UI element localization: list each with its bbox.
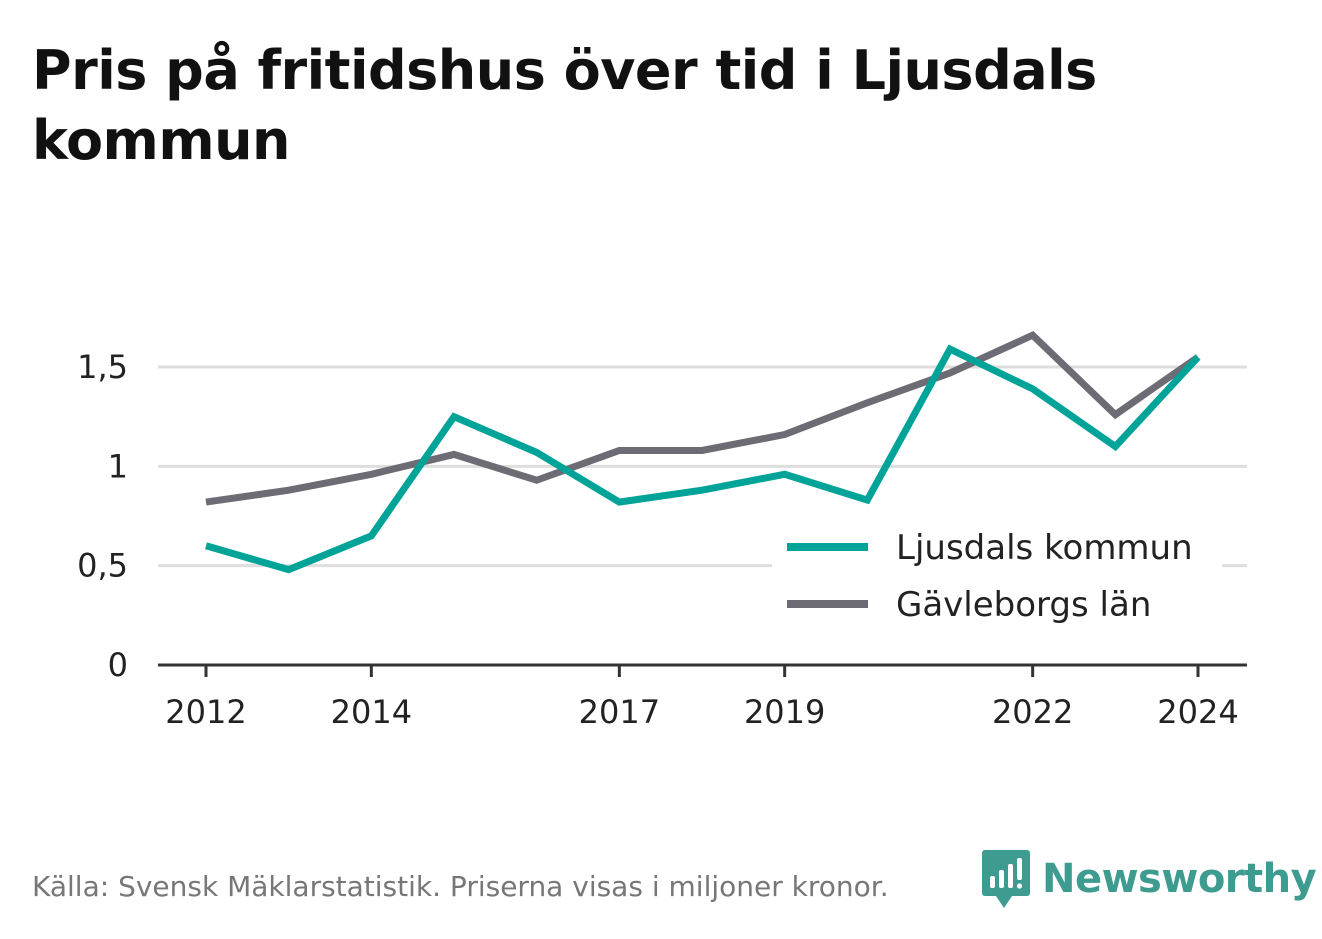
series-line-ljusdals: [205, 344, 1201, 574]
y-tick-label: 0,5: [77, 547, 128, 585]
y-axis: 0 0,5 1 1,5: [77, 348, 128, 684]
x-tick-label: 2019: [744, 693, 825, 731]
series-lines: [205, 331, 1201, 574]
brand-name: Newsworthy: [1042, 856, 1317, 902]
chart-title: Pris på fritidshus över tid i Ljusdals k…: [32, 39, 1097, 172]
x-tick-label: 2022: [992, 693, 1073, 731]
y-tick-label: 1: [108, 447, 128, 485]
legend-background: [772, 520, 1222, 630]
source-note: Källa: Svensk Mäklarstatistik. Priserna …: [32, 870, 889, 903]
x-tick-label: 2017: [579, 693, 660, 731]
y-tick-label: 1,5: [77, 348, 128, 386]
x-tick-label: 2012: [165, 693, 246, 731]
newsworthy-logo: Newsworthy: [982, 850, 1317, 908]
legend-label: Ljusdals kommun: [896, 528, 1193, 568]
x-axis: 2012 2014 2017 2019 2022 2024: [158, 663, 1247, 731]
newsworthy-bar-chart-icon: [982, 850, 1030, 908]
legend-label: Gävleborgs län: [896, 585, 1151, 625]
x-tick-label: 2014: [331, 693, 412, 731]
series-line-gavleborg: [205, 331, 1201, 506]
x-tick-label: 2024: [1157, 693, 1238, 731]
legend: Ljusdals kommun Gävleborgs län: [772, 520, 1222, 630]
y-tick-label: 0: [108, 646, 128, 684]
